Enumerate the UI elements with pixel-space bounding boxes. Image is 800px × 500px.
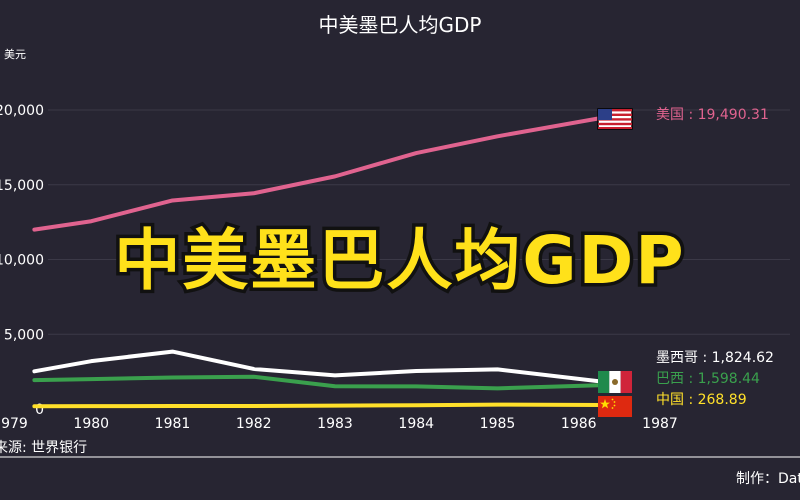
y-tick-labels: 0 5,000 10,000 15,000 20,000 — [0, 103, 44, 418]
overlay-caption: 中美墨巴人均GDP — [114, 222, 685, 299]
series-line-0 — [32, 115, 606, 232]
x-tick-labels: 1979 1980 1981 1982 1983 1984 1985 1986 1987 — [0, 416, 678, 432]
x-tick-label: 1979 — [0, 416, 28, 432]
china-flag-icon — [598, 396, 632, 417]
series-line-3 — [32, 402, 606, 409]
y-tick-label: 15,000 — [0, 178, 44, 194]
us-flag-icon — [597, 108, 633, 130]
x-tick-label: 1984 — [398, 416, 434, 432]
x-tick-label: 1982 — [236, 416, 272, 432]
y-tick-label: 20,000 — [0, 103, 44, 119]
series-end-labels: 美国 : 19,490.31 墨西哥 : 1,824.62 巴西 : 1,598.4… — [656, 107, 774, 408]
x-tick-label: 1983 — [317, 416, 353, 432]
series-layer — [32, 115, 606, 409]
x-tick-label: 1987 — [642, 416, 678, 432]
x-tick-label: 1981 — [155, 416, 191, 432]
series-line-2 — [32, 374, 606, 391]
series-end-label: 美国 : 19,490.31 — [656, 107, 769, 123]
y-tick-label: 0 — [35, 402, 44, 418]
series-end-label: 中国 : 268.89 — [656, 392, 747, 408]
x-tick-label: 1985 — [480, 416, 516, 432]
mexico-flag-icon — [598, 371, 632, 393]
series-end-label: 墨西哥 : 1,824.62 — [656, 350, 774, 366]
x-tick-label: 1980 — [73, 416, 109, 432]
credit-text: 制作：Dat — [736, 471, 800, 487]
series-end-label: 巴西 : 1,598.44 — [656, 371, 760, 387]
data-source: 来源: 世界银行 — [0, 440, 87, 456]
y-axis-unit: 美元 — [4, 48, 26, 61]
grid-layer — [48, 109, 790, 335]
series-line-1 — [32, 349, 606, 384]
y-tick-label: 5,000 — [4, 327, 44, 343]
chart-title: 中美墨巴人均GDP — [319, 13, 482, 37]
x-tick-label: 1986 — [561, 416, 597, 432]
y-tick-label: 10,000 — [0, 253, 44, 269]
